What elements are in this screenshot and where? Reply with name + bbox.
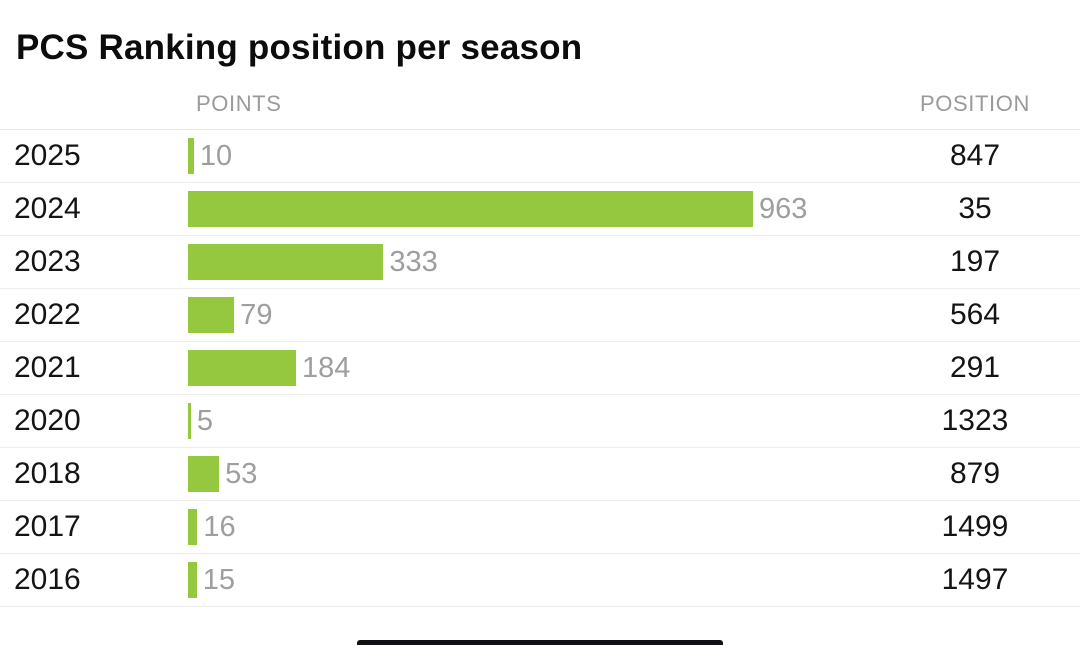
points-bar <box>188 562 197 598</box>
position-column-header: POSITION <box>920 91 1030 116</box>
points-value-label: 184 <box>302 351 351 384</box>
points-value-label: 53 <box>225 457 258 490</box>
table-row: 2022 79 564 <box>0 289 1080 342</box>
table-row: 2024 963 35 <box>0 183 1080 236</box>
season-ranking-table: 2025 10 847 2024 963 35 2023 333 197 2022 79 564 202… <box>0 130 1080 607</box>
points-value-label: 16 <box>203 510 236 543</box>
position-value: 35 <box>958 192 992 225</box>
table-row: 2020 5 1323 <box>0 395 1080 448</box>
season-year-label: 2021 <box>14 351 81 384</box>
points-bar-cell: 79 <box>188 289 900 341</box>
points-bar <box>188 244 384 280</box>
table-row: 2016 15 1497 <box>0 554 1080 607</box>
points-bar-cell: 53 <box>188 448 900 500</box>
points-value-label: 10 <box>199 139 233 172</box>
position-value: 1499 <box>941 510 1009 543</box>
position-value: 847 <box>949 139 1001 172</box>
points-bar-cell: 184 <box>188 342 900 394</box>
season-year-label: 2020 <box>14 404 81 437</box>
points-bar-cell: 963 <box>188 183 900 235</box>
points-column-header: POINTS <box>196 91 282 116</box>
season-year-label: 2016 <box>14 563 81 596</box>
season-year-label: 2022 <box>14 298 81 331</box>
position-value: 197 <box>949 245 1001 278</box>
points-bar-cell: 333 <box>188 236 900 288</box>
page-title: PCS Ranking position per season <box>16 28 583 67</box>
position-value: 564 <box>949 298 1001 331</box>
points-bar-cell: 10 <box>188 130 900 182</box>
points-value-label: 15 <box>202 563 236 596</box>
points-bar <box>188 191 753 227</box>
position-value: 1323 <box>941 404 1009 437</box>
points-bar <box>188 297 235 333</box>
points-value-label: 79 <box>240 298 273 331</box>
position-value: 1497 <box>941 563 1009 596</box>
position-value: 879 <box>949 457 1001 490</box>
table-header-row: POINTS POSITION <box>0 70 1080 130</box>
points-bar <box>188 138 194 174</box>
points-bar-cell: 16 <box>188 501 900 553</box>
table-row: 2017 16 1499 <box>0 501 1080 554</box>
season-year-label: 2023 <box>14 245 81 278</box>
season-year-label: 2017 <box>14 510 81 543</box>
points-bar <box>188 403 191 439</box>
points-bar <box>188 509 198 545</box>
points-value-label: 333 <box>389 245 438 278</box>
table-row: 2018 53 879 <box>0 448 1080 501</box>
points-bar <box>188 456 220 492</box>
position-value: 291 <box>949 351 1001 384</box>
season-year-label: 2024 <box>14 192 81 225</box>
table-row: 2023 333 197 <box>0 236 1080 289</box>
season-year-label: 2018 <box>14 457 81 490</box>
table-row: 2021 184 291 <box>0 342 1080 395</box>
points-bar-cell: 5 <box>188 395 900 447</box>
points-bar <box>188 350 296 386</box>
table-row: 2025 10 847 <box>0 130 1080 183</box>
home-indicator-bar[interactable] <box>357 640 723 645</box>
points-value-label: 5 <box>196 404 214 437</box>
season-year-label: 2025 <box>14 139 81 172</box>
points-value-label: 963 <box>759 192 808 225</box>
points-bar-cell: 15 <box>188 554 900 606</box>
